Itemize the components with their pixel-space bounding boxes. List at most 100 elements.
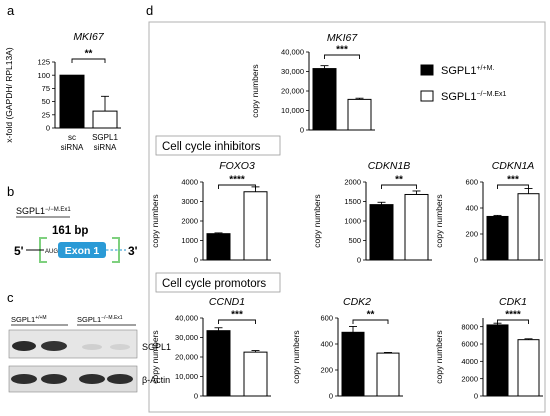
y-tick-label: 75 xyxy=(42,84,50,93)
bar-knockout xyxy=(347,98,372,131)
bar-knockout xyxy=(376,352,400,397)
schematic-exon-label: Exon 1 xyxy=(65,245,100,257)
y-tick-label: 2000 xyxy=(461,374,478,383)
y-tick-label: 4000 xyxy=(181,178,198,187)
category-label: sc siRNA xyxy=(61,133,84,152)
blot-actin-band-lane-3 xyxy=(79,374,105,384)
y-tick-label: 3000 xyxy=(181,197,198,206)
y-tick-label: 30,000 xyxy=(175,333,198,342)
bar-control xyxy=(369,204,394,261)
y-tick-label: 20,000 xyxy=(175,353,198,362)
chart-d-cdkn1b: CDKN1B 0 500 1000 1500 2000 copy numbers ** xyxy=(312,160,432,265)
y-tick-label: 600 xyxy=(465,178,478,187)
blot-sgpl1-label: SGPL1 xyxy=(142,342,171,352)
legend: SGPL1+/+M. SGPL1−/−M.Ex1 xyxy=(420,64,507,103)
y-tick-label: 1500 xyxy=(344,197,361,206)
bar-control xyxy=(486,324,509,397)
schematic-genotype: SGPL1−/−M.Ex1 xyxy=(16,206,71,216)
y-tick-label: 50 xyxy=(42,97,50,106)
bar-knockout xyxy=(517,193,540,261)
blot-sgpl1-band-lane-1 xyxy=(12,341,36,351)
chart-d-foxo3: FOXO3 0 1000 2000 3000 4000 copy numbers **** xyxy=(150,160,271,265)
significance-label: *** xyxy=(231,310,243,321)
y-tick-label: 6000 xyxy=(461,340,478,349)
significance-label: **** xyxy=(505,310,521,321)
blot-actin-band-lane-4 xyxy=(107,374,133,384)
chart-title: FOXO3 xyxy=(219,160,255,172)
significance-label: ** xyxy=(85,49,93,60)
bar-control xyxy=(341,331,365,397)
y-tick-label: 0 xyxy=(300,126,304,135)
category-label-line: siRNA xyxy=(61,143,84,152)
blot-group-2-label: SGPL1−/−M.Ex1 xyxy=(77,315,123,324)
significance-label: *** xyxy=(336,45,348,56)
bar-knockout xyxy=(92,110,118,129)
chart-title: CDK1 xyxy=(499,296,527,308)
gene-schematic: SGPL1−/−M.Ex1 161 bp 5' AUG Exon 1 3' xyxy=(14,206,138,263)
promotors-label: Cell cycle promotors xyxy=(162,278,266,290)
blot-sgpl1-band-lane-3 xyxy=(82,344,102,350)
bar-control xyxy=(486,215,509,261)
significance-bracket xyxy=(497,184,529,189)
category-label: SGPL1 siRNA xyxy=(92,133,118,152)
chart-title: CDKN1B xyxy=(368,160,411,172)
schematic-exon-box xyxy=(58,242,106,258)
blot-group-1-label: SGPL1+/+M xyxy=(11,315,47,324)
bar-control xyxy=(206,330,231,397)
bar-control xyxy=(59,74,85,129)
inhibitors-label: Cell cycle inhibitors xyxy=(162,141,261,153)
y-tick-label: 200 xyxy=(320,366,333,375)
schematic-bracket-right xyxy=(112,237,120,263)
panel-d-label: d xyxy=(146,3,153,18)
legend-label-ko: SGPL1−/−M.Ex1 xyxy=(441,91,507,103)
western-blot: SGPL1+/+M SGPL1−/−M.Ex1 SGPL1 β-Actin xyxy=(8,315,171,393)
blot-actin-band-lane-2 xyxy=(41,374,67,384)
chart-title: MKI67 xyxy=(327,32,359,44)
bar-control xyxy=(206,233,231,261)
inhibitors-box xyxy=(155,135,281,156)
bar-knockout xyxy=(243,351,268,397)
y-axis-label: x-fold (GAPDH/ RPL13A) xyxy=(4,47,14,143)
y-tick-label: 40,000 xyxy=(175,314,198,323)
y-tick-label: 1000 xyxy=(344,217,361,226)
y-axis-label: copy numbers xyxy=(150,194,160,247)
significance-bracket xyxy=(352,319,389,324)
y-tick-label: 0 xyxy=(194,256,198,265)
significance-bracket xyxy=(324,54,360,59)
schematic-5prime: 5' xyxy=(14,244,24,258)
y-tick-label: 40,000 xyxy=(281,48,304,57)
y-tick-label: 500 xyxy=(348,236,361,245)
bar-knockout xyxy=(517,339,540,397)
y-tick-label: 8000 xyxy=(461,322,478,331)
y-tick-label: 125 xyxy=(37,58,50,67)
y-tick-label: 10,000 xyxy=(281,106,304,115)
y-axis-label: copy numbers xyxy=(434,194,444,247)
y-axis-label: copy numbers xyxy=(150,330,160,383)
blot-actin-band-lane-1 xyxy=(11,374,37,384)
y-tick-label: 0 xyxy=(46,124,50,133)
bar-control xyxy=(312,68,337,131)
y-tick-label: 2000 xyxy=(181,217,198,226)
blot-sgpl1-band-lane-4 xyxy=(110,344,130,350)
y-tick-label: 20,000 xyxy=(281,87,304,96)
chart-d-mki67: MKI67 0 10,000 20,000 30,000 40,000 copy numbe… xyxy=(250,32,375,135)
y-axis-label: copy numbers xyxy=(312,194,322,247)
y-tick-label: 0 xyxy=(357,256,361,265)
legend-swatch-wt xyxy=(420,64,434,76)
y-tick-label: 0 xyxy=(474,256,478,265)
significance-bracket xyxy=(381,184,417,189)
chart-d-cdkn1a: CDKN1A 0 200 400 600 copy numbers *** xyxy=(434,160,543,265)
y-tick-label: 100 xyxy=(37,71,50,80)
y-tick-label: 25 xyxy=(42,110,50,119)
chart-d-cdk2: CDK2 0 200 400 600 copy numbers ** xyxy=(291,296,403,401)
y-axis-label: copy numbers xyxy=(434,330,444,383)
y-tick-label: 0 xyxy=(474,392,478,401)
category-label-line: sc xyxy=(68,133,76,142)
y-tick-label: 30,000 xyxy=(281,67,304,76)
y-tick-label: 0 xyxy=(329,392,333,401)
panel-b-label: b xyxy=(7,184,14,199)
y-tick-label: 4000 xyxy=(461,357,478,366)
bar-knockout xyxy=(243,191,268,261)
schematic-aug: AUG xyxy=(45,249,58,255)
